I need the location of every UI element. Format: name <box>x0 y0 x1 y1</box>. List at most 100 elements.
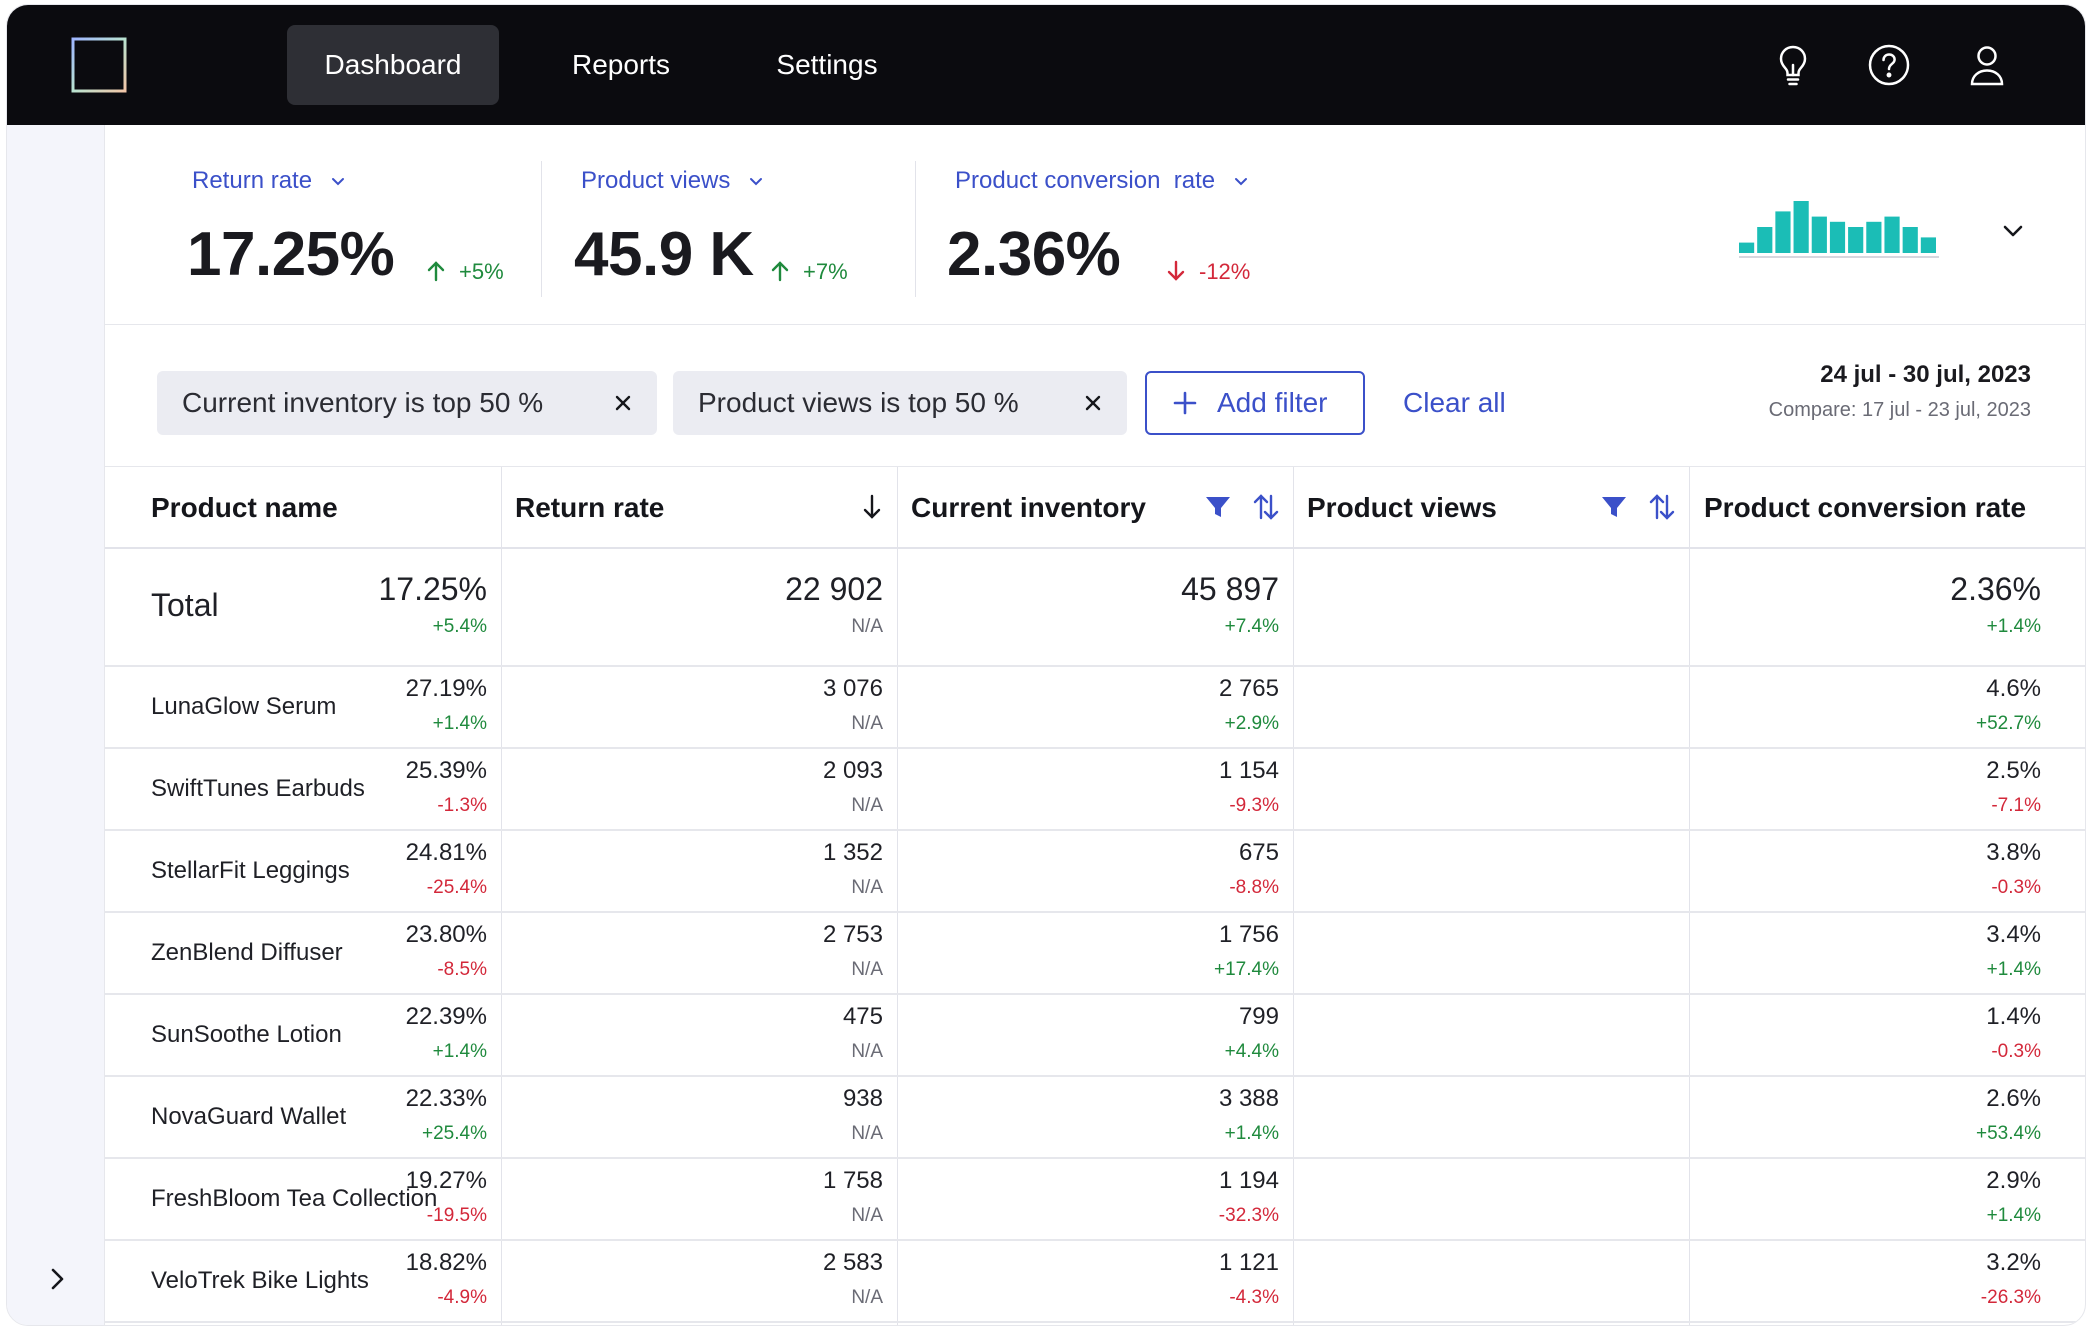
cell-delta: -0.3% <box>1991 877 2041 898</box>
cell-delta: -19.5% <box>426 1205 487 1226</box>
cell-value: 2.36% <box>1950 571 2041 607</box>
table-row[interactable]: SwiftTunes Earbuds 25.39% -1.3% 2 093 N/A 1 1… <box>105 749 2085 831</box>
sparkline-bar <box>1811 216 1827 253</box>
tab-reports[interactable]: Reports <box>571 49 671 80</box>
chevron-right-icon[interactable] <box>43 1265 71 1293</box>
kpi-metric-selector[interactable]: Product views <box>581 167 764 195</box>
product-name: SunSoothe Lotion <box>151 1021 342 1048</box>
table-cell: 1 758 N/A <box>823 1167 883 1227</box>
column-header-product-name[interactable]: Product name <box>151 492 338 523</box>
kpi-metric-selector[interactable]: Return rate <box>192 167 346 195</box>
cell-delta: +52.7% <box>1976 713 2041 734</box>
column-header-return-rate[interactable]: Return rate <box>515 492 665 523</box>
table-cell: 1 352 N/A <box>823 839 883 899</box>
table-cell: 799 +4.4% <box>1225 1003 1279 1063</box>
cell-value: 4.6% <box>1986 675 2041 702</box>
products-table: Product name Return rate Current invento… <box>105 467 2085 1325</box>
cell-value: 1 194 <box>1218 1167 1279 1194</box>
chevron-down-icon <box>750 177 763 186</box>
sidebar <box>7 125 105 1325</box>
table-cell: 4.6% +52.7% <box>1976 675 2041 735</box>
table-cell: 1 756 +17.4% <box>1214 921 1279 981</box>
cell-delta: +1.4% <box>1986 1205 2041 1226</box>
table-cell: 3.8% -0.3% <box>1986 839 2041 899</box>
add-filter-button[interactable]: Add filter <box>1145 371 1365 435</box>
user-icon[interactable] <box>1963 41 2011 89</box>
table-row[interactable]: NovaGuard Wallet 22.33% +25.4% 938 N/A 3 388 +… <box>105 1077 2085 1159</box>
table-cell: 1 121 -4.3% <box>1219 1249 1279 1309</box>
cell-delta: -25.4% <box>426 877 487 898</box>
product-name: SwiftTunes Earbuds <box>151 775 365 802</box>
table-row[interactable]: VeloTrek Bike Lights 18.82% -4.9% 2 583 N/A 1… <box>105 1241 2085 1323</box>
filter-chip-product-views[interactable]: Product views is top 50 % <box>673 371 1127 435</box>
table-cell: 17.25% +5.4% <box>378 571 487 638</box>
cell-value: 2 583 <box>822 1249 883 1276</box>
clear-all-link[interactable]: Clear all <box>1403 387 1506 418</box>
table-row[interactable]: LunaGlow Serum 27.19% +1.4% 3 076 N/A 2 765 +2… <box>105 667 2085 749</box>
sort-icon[interactable] <box>1647 492 1677 522</box>
table-cell: 2.9% +1.4% <box>1986 1167 2041 1227</box>
cell-value: 938 <box>842 1085 883 1112</box>
table-row[interactable]: FreshBloom Tea Collection 19.27% -19.5% 1 7… <box>105 1159 2085 1241</box>
table-row[interactable]: StellarFit Leggings 24.81% -25.4% 1 352 N/A 6… <box>105 831 2085 913</box>
sparkline-bar <box>1829 221 1846 253</box>
arrow-down-icon <box>1167 260 1185 281</box>
table-cell: 18.82% -4.9% <box>406 1249 487 1309</box>
cell-delta: -7.1% <box>1991 795 2041 816</box>
cell-value: 3 076 <box>822 675 883 702</box>
cell-delta: -32.3% <box>1218 1205 1279 1226</box>
table-cell: 27.19% +1.4% <box>406 675 487 735</box>
close-icon[interactable] <box>609 389 637 417</box>
column-header-current-inventory[interactable]: Current inventory <box>911 492 1146 523</box>
filter-chip-inventory[interactable]: Current inventory is top 50 % <box>157 371 657 435</box>
chevron-down-icon[interactable] <box>1999 217 2027 245</box>
cell-value: 2 765 <box>1218 675 1279 702</box>
cell-value: 1 352 <box>822 839 883 866</box>
tab-settings[interactable]: Settings <box>776 49 878 80</box>
column-header-conversion-rate[interactable]: Product conversion rate <box>1704 492 2027 523</box>
table-total-row: Total 17.25% +5.4% 22 902 N/A 45 897 +7.… <box>105 549 2085 667</box>
cell-delta: -4.3% <box>1229 1287 1279 1308</box>
cell-value: 1 756 <box>1218 921 1279 948</box>
product-name: NovaGuard Wallet <box>151 1103 347 1130</box>
add-filter-label: Add filter <box>1217 387 1328 418</box>
product-name: StellarFit Leggings <box>151 857 350 884</box>
help-icon[interactable] <box>1865 41 1913 89</box>
app-window: Dashboard Reports Settings Return rate <box>6 4 2086 1326</box>
table-cell: 2 583 N/A <box>823 1249 883 1309</box>
chip-field: Product views <box>698 387 873 418</box>
table-cell: 1 194 -32.3% <box>1219 1167 1279 1227</box>
lightbulb-icon[interactable] <box>1769 41 1817 89</box>
cell-delta: +2.9% <box>1224 713 1279 734</box>
table-cell: 3 076 N/A <box>823 675 883 735</box>
sort-descending-icon[interactable] <box>857 492 887 522</box>
column-header-product-views[interactable]: Product views <box>1307 492 1497 523</box>
table-cell: 2 093 N/A <box>823 757 883 817</box>
table-cell: 2.6% +53.4% <box>1976 1085 2041 1145</box>
close-icon[interactable] <box>1079 389 1107 417</box>
table-row[interactable]: ZenBlend Diffuser 23.80% -8.5% 2 753 N/A 1 75… <box>105 913 2085 995</box>
filter-icon[interactable] <box>1203 492 1233 522</box>
cell-value: 1 154 <box>1218 757 1279 784</box>
app-logo-icon[interactable] <box>71 37 127 93</box>
chevron-down-icon <box>332 177 345 186</box>
cell-delta: N/A <box>851 959 883 980</box>
cell-delta: +1.4% <box>1986 616 2041 637</box>
sparkline-chart[interactable] <box>1739 193 1939 263</box>
tab-dashboard[interactable]: Dashboard <box>287 25 499 105</box>
sort-icon[interactable] <box>1251 492 1281 522</box>
sparkline-bar <box>1902 227 1918 253</box>
date-range-picker[interactable]: 24 jul - 30 jul, 2023 Compare: 17 jul - … <box>1769 361 2031 422</box>
kpi-label: Product views <box>581 167 731 194</box>
cell-delta: +53.4% <box>1976 1123 2041 1144</box>
cell-delta: N/A <box>851 616 883 637</box>
sparkline-bar <box>1757 227 1773 253</box>
compare-range-label: Compare: 17 jul - 23 jul, 2023 <box>1768 399 2031 421</box>
cell-value: 24.81% <box>405 839 487 866</box>
cell-delta: +17.4% <box>1214 959 1279 980</box>
kpi-delta-value: -12% <box>1199 259 1251 284</box>
table-row[interactable]: SunSoothe Lotion 22.39% +1.4% 475 N/A 799 +4.4… <box>105 995 2085 1077</box>
filter-icon[interactable] <box>1599 492 1629 522</box>
kpi-metric-selector[interactable]: Product conversion rate <box>955 167 1249 195</box>
cell-value: 18.82% <box>405 1249 487 1276</box>
